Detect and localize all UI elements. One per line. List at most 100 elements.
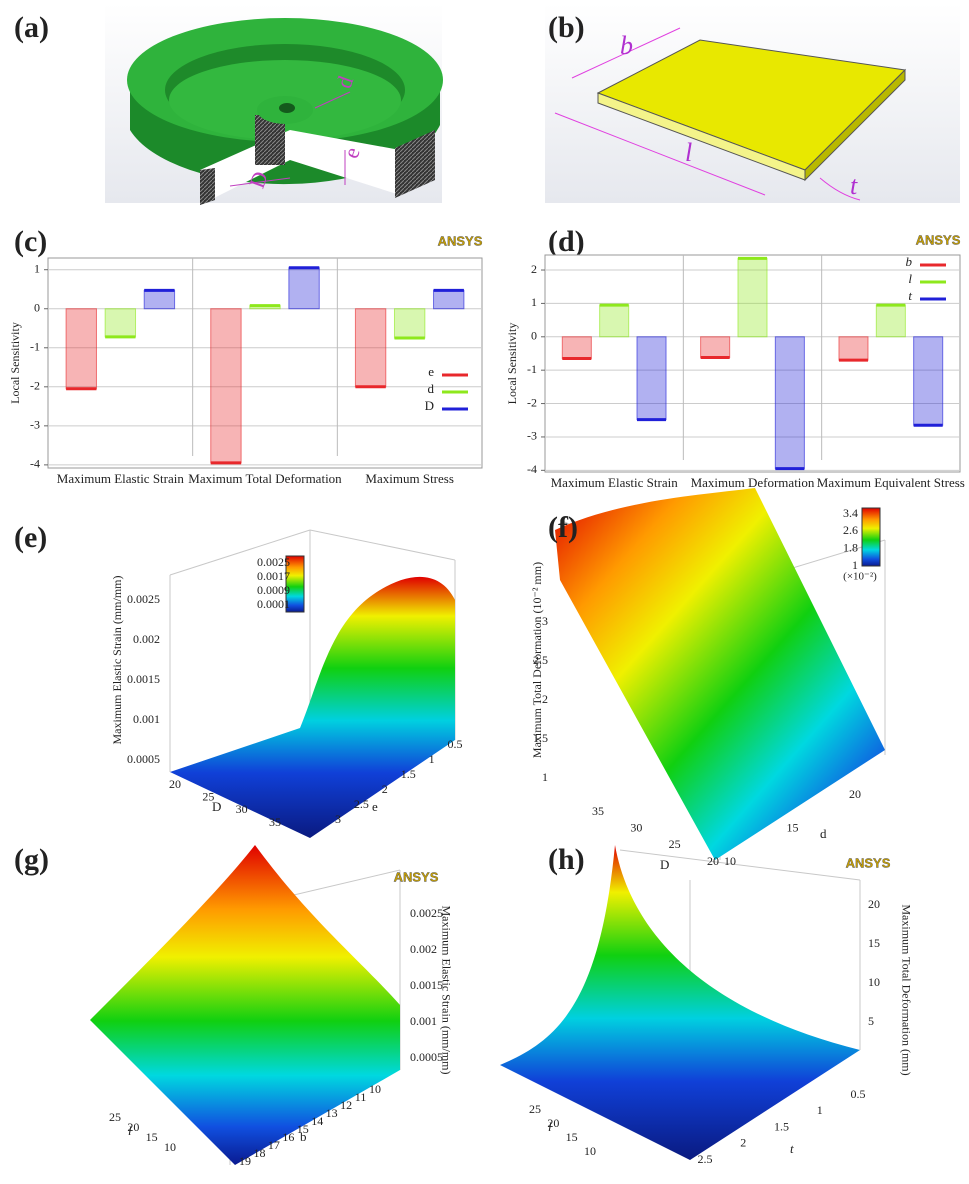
- colorbar-label: 3.4: [843, 506, 858, 520]
- colorbar-label: 0.0025: [257, 555, 290, 569]
- x-axis-label: l: [548, 1119, 552, 1134]
- z-tick-label: 0.002: [410, 942, 437, 956]
- colorbar-unit: (×10⁻²): [843, 571, 877, 583]
- y-tick-label: 15: [297, 1122, 309, 1136]
- y-tick-label: 17: [268, 1138, 280, 1152]
- bar: [636, 336, 667, 421]
- z-tick-label: 3: [542, 614, 548, 628]
- x-tick-label: 30: [630, 820, 642, 834]
- y-tick-label: 20: [849, 787, 861, 801]
- y-tick-label: 2.5: [698, 1152, 713, 1166]
- y-tick-label: 2.5: [354, 797, 369, 811]
- x-tick-label: 35: [592, 804, 604, 818]
- bar: [599, 304, 630, 338]
- dim: [554, 112, 766, 196]
- y-axis-label: e: [372, 799, 378, 814]
- dimension-label: t: [850, 171, 858, 200]
- z-tick-label: 0.001: [410, 1014, 437, 1028]
- cut: [200, 130, 400, 205]
- z-axis-label: Maximum Elastic Strain (mm/mm): [110, 576, 124, 745]
- x-tick-label: Maximum Total Deformation: [188, 471, 342, 486]
- y-tick-label: 12: [340, 1098, 352, 1112]
- hole: [279, 103, 295, 113]
- section: [200, 168, 215, 205]
- x-tick-label: 20: [169, 777, 181, 791]
- x-tick-label: Maximum Equivalent Stress: [817, 475, 965, 490]
- colorbar-label: 0.0009: [257, 583, 290, 597]
- surface: [90, 845, 400, 1165]
- bar: [875, 304, 906, 338]
- x-tick-label: 20: [127, 1120, 139, 1134]
- grid: [169, 529, 311, 576]
- z-tick-label: 0.0015: [127, 672, 160, 686]
- x-tick-label: 25: [109, 1110, 121, 1124]
- y-tick-label: 0.5: [448, 737, 463, 751]
- panel-label: (f): [548, 511, 578, 544]
- y-tick-label: 2: [382, 782, 388, 796]
- bar: [913, 336, 944, 426]
- z-axis-label: Maximum Total Deformation (mm): [899, 904, 913, 1075]
- surface: [170, 576, 455, 838]
- y-tick-label: 11: [355, 1090, 367, 1104]
- y-tick-label: -4: [527, 462, 537, 476]
- bar: [288, 267, 320, 310]
- y-axis-label: d: [820, 826, 827, 841]
- x-tick-label: Maximum Elastic Strain: [57, 471, 185, 486]
- y-tick-label: 13: [326, 1106, 338, 1120]
- x-tick-label: 30: [236, 802, 248, 816]
- y-tick-label: 16: [282, 1130, 294, 1144]
- logo: ANSYS: [846, 855, 891, 870]
- legend-label: D: [425, 398, 434, 413]
- logo: ANSYS: [394, 869, 439, 884]
- colorbar-label: 0.0001: [257, 597, 290, 611]
- panel-label: (c): [14, 225, 47, 258]
- z-tick-label: 10: [868, 975, 880, 989]
- z-tick-label: 5: [868, 1014, 874, 1028]
- dimension-label: b: [620, 31, 633, 60]
- panel-label: (b): [548, 11, 585, 44]
- x-tick-label: 10: [164, 1140, 176, 1154]
- plot-area: [47, 257, 483, 469]
- colorbar-label: 2.6: [843, 523, 858, 537]
- bar: [354, 308, 387, 388]
- panel-label: (a): [14, 11, 49, 44]
- x-axis-label: D: [212, 799, 221, 814]
- legend-label: t: [908, 288, 912, 303]
- legend-label: e: [428, 364, 434, 379]
- dim: [571, 27, 681, 79]
- y-tick-label: -4: [30, 457, 40, 471]
- panel-label: (d): [548, 225, 585, 258]
- y-tick-label: 15: [787, 820, 799, 834]
- bar: [393, 308, 426, 339]
- bar: [210, 308, 242, 464]
- z-tick-label: 20: [868, 897, 880, 911]
- bar: [65, 308, 97, 390]
- panel-label: (e): [14, 521, 47, 554]
- dim: [314, 91, 351, 109]
- y-tick-label: -1: [30, 340, 40, 354]
- y-tick-label: -2: [527, 395, 537, 409]
- y-tick-label: -3: [527, 429, 537, 443]
- y-axis-label: b: [300, 1129, 307, 1144]
- cad-b: [545, 3, 960, 203]
- y-tick-label: 0: [34, 300, 40, 314]
- legend-label: d: [428, 381, 435, 396]
- z-tick-label: 2: [542, 692, 548, 706]
- slab-side: [804, 68, 906, 182]
- x-tick-label: 15: [566, 1130, 578, 1144]
- y-axis-label: Local Sensitivity: [8, 322, 22, 404]
- x-tick-label: 20: [707, 854, 719, 868]
- x-tick-label: 35: [269, 815, 281, 829]
- x-tick-label: 20: [547, 1116, 559, 1130]
- logo: ANSYS: [916, 232, 961, 247]
- z-tick-label: 0.0015: [410, 978, 443, 992]
- z-tick-label: 15: [868, 936, 880, 950]
- y-tick-label: 18: [253, 1146, 265, 1160]
- y-tick-label: 1.5: [774, 1119, 789, 1133]
- logo: ANSYS: [438, 233, 483, 248]
- surfaces: [90, 488, 885, 1165]
- y-tick-label: 1: [531, 295, 537, 309]
- surface: [500, 845, 860, 1160]
- z-tick-label: 1.5: [533, 731, 548, 745]
